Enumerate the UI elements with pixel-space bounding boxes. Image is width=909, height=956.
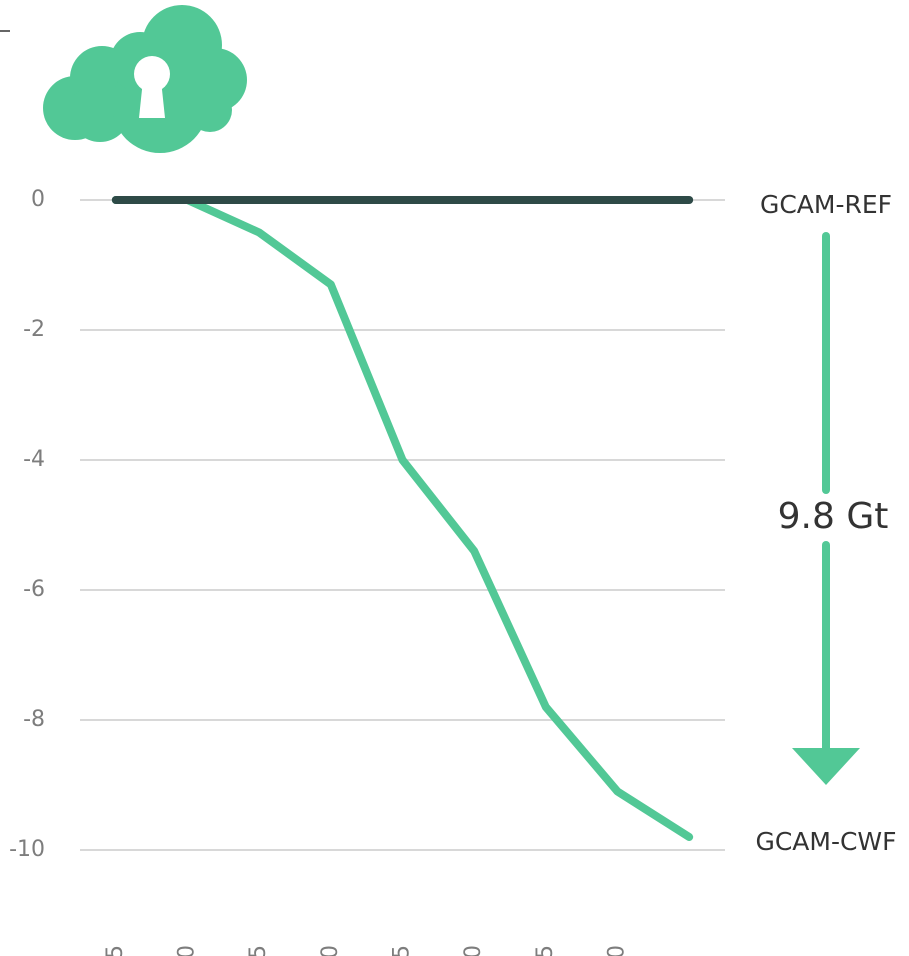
- y-tick-label: -2: [23, 317, 45, 342]
- series-label: GCAM-REF: [760, 190, 892, 219]
- difference-arrow: [792, 232, 860, 785]
- y-tick-label: -8: [23, 707, 45, 732]
- x-tick-label: 2030: [318, 945, 343, 956]
- x-tick-label: 2020: [175, 945, 200, 956]
- x-tick-label: 2050: [605, 945, 630, 956]
- x-tick-label: 2015: [103, 945, 128, 956]
- x-tick-label: 2035: [390, 945, 415, 956]
- x-tick-label: 2045: [533, 945, 558, 956]
- y-tick-label: -10: [9, 837, 45, 862]
- y-tick-label: -4: [23, 447, 45, 472]
- series-label: GCAM-CWF: [755, 827, 896, 856]
- x-tick-label: 2040: [461, 945, 486, 956]
- annotation: 9.8 Gt: [778, 496, 889, 537]
- y-tick-label: 0: [31, 187, 45, 212]
- y-tick-label: -6: [23, 577, 45, 602]
- x-tick-label: 2025: [246, 945, 271, 956]
- series-line: [111, 196, 694, 841]
- cloud-lock-icon: [43, 5, 247, 153]
